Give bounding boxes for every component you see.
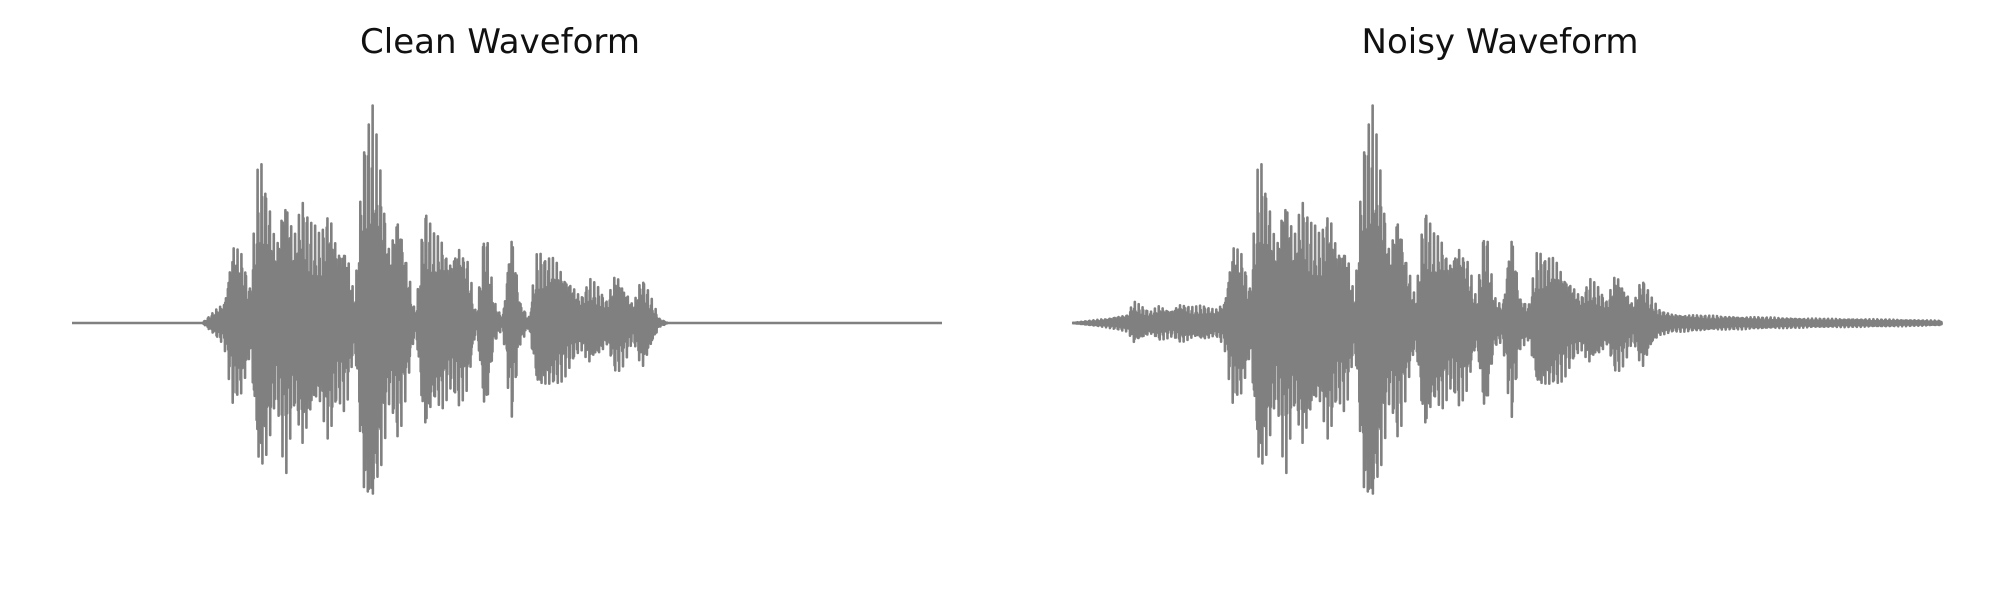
clean-waveform-panel: Clean Waveform <box>70 22 944 495</box>
noisy-waveform-panel: Noisy Waveform <box>1000 0 2000 600</box>
clean-waveform-plot <box>70 104 944 495</box>
noisy-waveform-plot <box>1070 104 1944 495</box>
waveform-line <box>1070 104 1944 495</box>
clean-waveform-title: Clean Waveform <box>360 22 640 62</box>
noisy-waveform-title: Noisy Waveform <box>1361 22 1639 62</box>
waveform-line <box>70 104 944 495</box>
